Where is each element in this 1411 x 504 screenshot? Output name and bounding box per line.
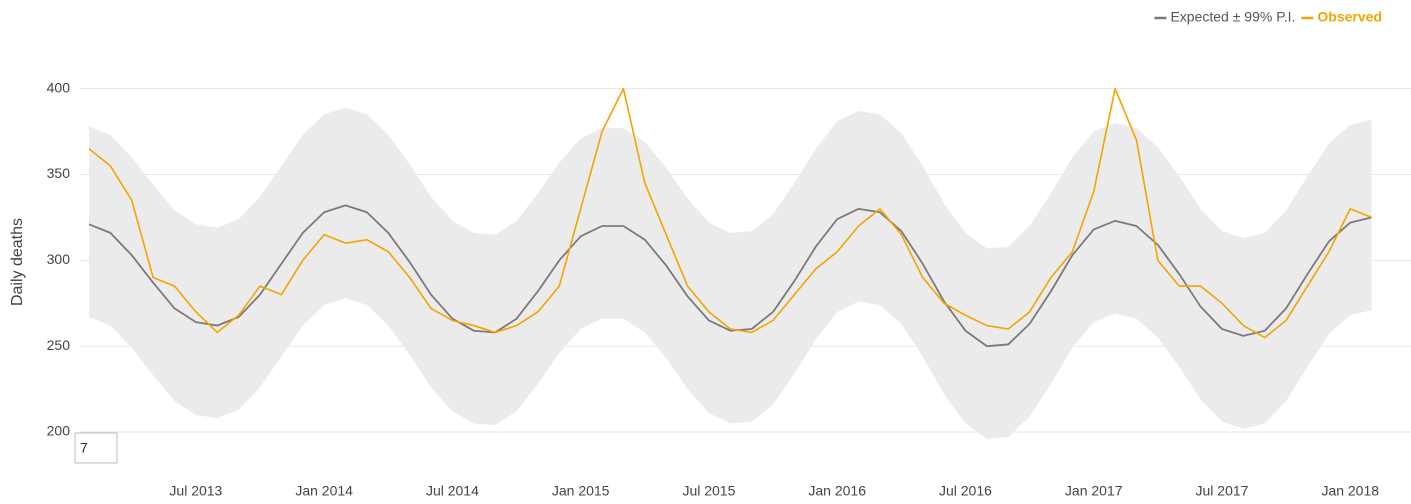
input-value[interactable]: 7: [80, 440, 88, 456]
y-tick-label: 400: [47, 79, 71, 95]
x-tick-label: Jan 2018: [1321, 483, 1379, 499]
series-line: [88, 87, 1372, 339]
y-tick-label: 200: [47, 423, 71, 439]
x-tick-label: Jan 2015: [552, 483, 610, 499]
band-layer: [89, 107, 1372, 439]
y-tick-label: 300: [47, 251, 71, 267]
prediction-band: [89, 107, 1372, 439]
x-tick-label: Jul 2014: [426, 483, 479, 499]
x-tick-label: Jan 2017: [1065, 483, 1123, 499]
x-tick-label: Jan 2016: [808, 483, 866, 499]
y-tick-label: 250: [47, 337, 71, 353]
x-tick-label: Jul 2013: [169, 483, 222, 499]
y-axis-label: Daily deaths: [9, 218, 26, 306]
x-tick-label: Jan 2014: [295, 483, 353, 499]
x-tick-label: Jul 2015: [682, 483, 735, 499]
y-tick-label: 350: [47, 165, 71, 181]
legend-label: Observed: [1317, 9, 1382, 25]
series-line: [88, 204, 1372, 348]
x-tick-label: Jul 2016: [939, 483, 992, 499]
line-layer: [88, 87, 1372, 348]
x-tick-label: Jul 2017: [1196, 483, 1249, 499]
legend-label: Expected ± 99% P.I.: [1170, 9, 1295, 25]
label-layer: Daily deaths 7 200 250 300 350 400 Jul 2013 Ja…: [9, 79, 1379, 498]
legend: Observed Expected ± 99% P.I.: [1154, 9, 1382, 25]
input-box[interactable]: [74, 432, 118, 464]
